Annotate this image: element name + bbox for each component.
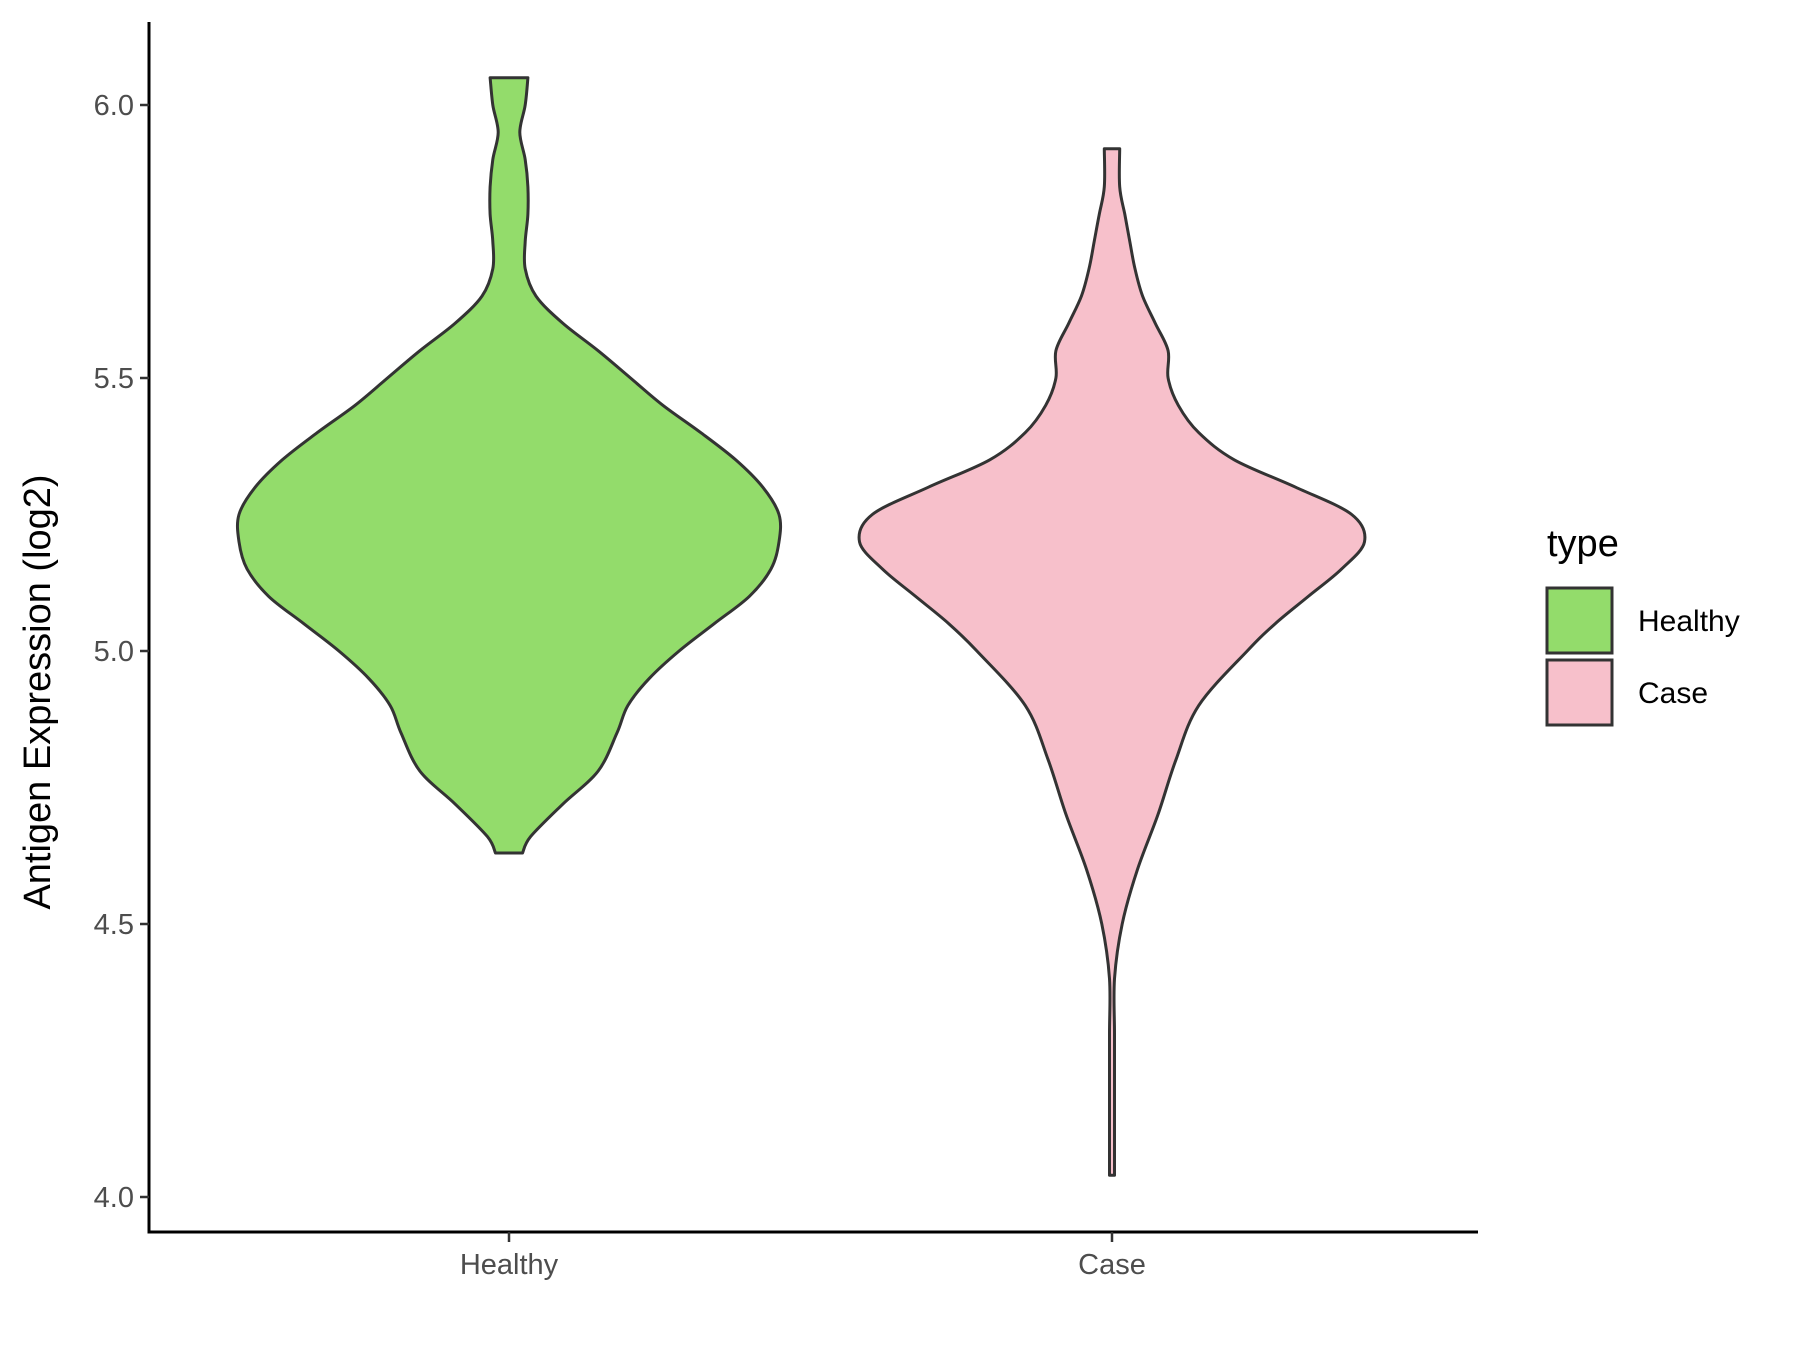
legend-swatch-case (1545, 658, 1614, 727)
legend-label-healthy: Healthy (1638, 605, 1740, 638)
y-ticks: 4.0 4.5 5.0 5.5 6.0 (94, 90, 149, 1214)
x-tick-label: Case (1078, 1249, 1146, 1281)
y-tick-label: 6.0 (94, 90, 134, 122)
legend-label-case: Case (1638, 677, 1708, 710)
y-tick-label: 4.5 (94, 909, 134, 941)
legend-entries: Healthy Case (1545, 586, 1740, 727)
x-tick-label: Healthy (460, 1249, 559, 1281)
legend: type Healthy Case (1545, 523, 1740, 727)
y-tick-label: 5.0 (94, 636, 134, 668)
violin-healthy (235, 76, 783, 855)
y-tick-label: 5.5 (94, 363, 134, 395)
y-axis-title: Antigen Expression (log2) (17, 474, 59, 909)
x-ticks: Healthy Case (460, 1232, 1146, 1281)
y-tick-label: 4.0 (94, 1182, 134, 1214)
violin-case (857, 147, 1367, 1177)
legend-swatch-healthy (1545, 586, 1614, 655)
axes: 4.0 4.5 5.0 5.5 6.0 Healthy Case (94, 22, 1478, 1281)
violin-layer (235, 76, 1367, 1177)
legend-title: type (1547, 523, 1619, 565)
